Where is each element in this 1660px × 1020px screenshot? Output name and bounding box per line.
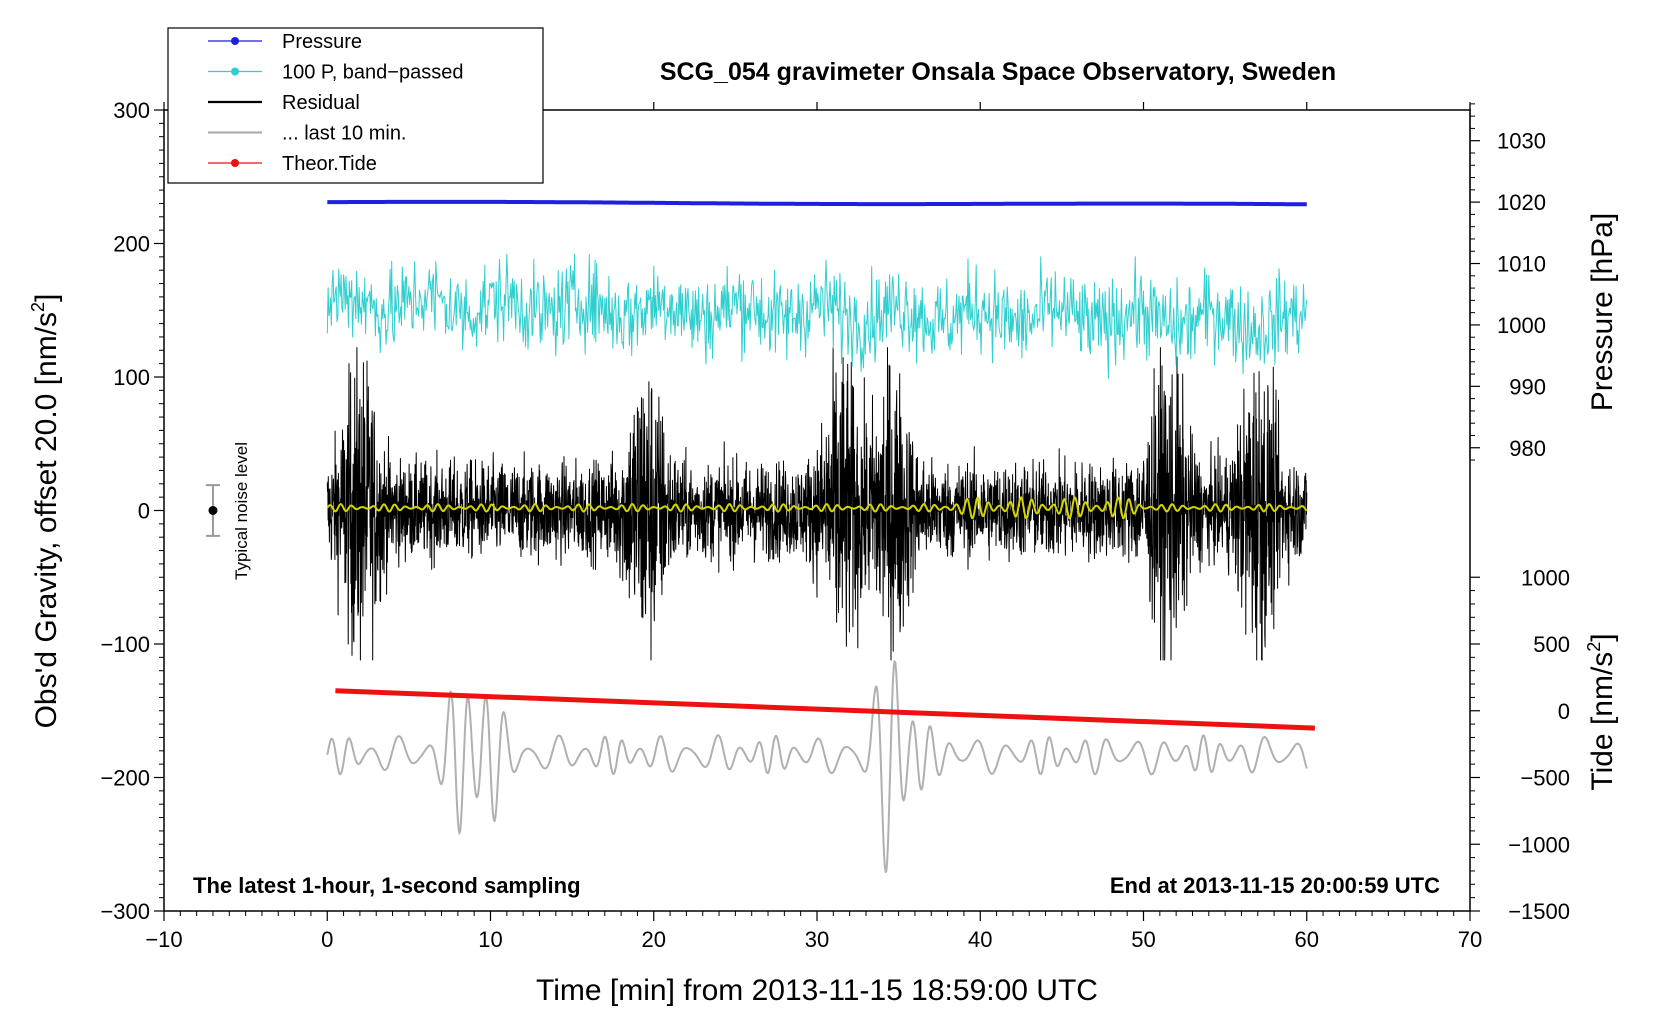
series-pressure [326,199,1308,207]
x-tick-label: 60 [1295,927,1319,952]
tide-tick-label: 500 [1533,632,1570,657]
series-residual-lowpass [326,496,1308,520]
x-tick-label: 40 [968,927,992,952]
y-tick-label: −100 [100,632,150,657]
end-time-note: End at 2013-11-15 20:00:59 UTC [1110,873,1440,898]
pressure-tick-label: 1030 [1497,129,1546,154]
legend-marker [231,37,239,45]
x-axis: −10 0 10 20 30 40 50 60 70 [145,102,1482,952]
x-tick-label: 0 [321,927,333,952]
series-last-10-min [326,660,1308,874]
pressure-axis-title: Pressure [hPa] [1586,213,1619,411]
y-tick-label: 100 [113,365,150,390]
pressure-tick-label: 1000 [1497,313,1546,338]
tide-axis-title: Tide [nm/s2] [1584,633,1619,790]
y-axis-pressure: 980 990 1000 1010 1020 1030 [1469,103,1546,461]
tide-tick-label: 1000 [1521,565,1570,590]
y-tick-label: −200 [100,766,150,791]
series-residual [326,347,1308,661]
y-axis-title: Obs'd Gravity, offset 20.0 [nm/s2] [28,294,63,729]
legend-box [167,27,544,184]
noise-level-label: Typical noise level [232,442,251,580]
pressure-tick-label: 990 [1509,374,1546,399]
legend-label: Pressure [282,31,362,53]
pressure-tick-label: 980 [1509,436,1546,461]
series-theoretical-tide [335,688,1315,731]
y-tick-label: 0 [138,499,150,524]
sampling-note: The latest 1-hour, 1-second sampling [193,873,581,898]
plot-area [163,109,1471,912]
x-tick-label: 50 [1131,927,1155,952]
y-axis-tide: −1500 −1000 −500 0 500 1000 [1470,565,1570,924]
legend-label: ... last 10 min. [282,123,407,145]
y-tick-label: 300 [113,98,150,123]
tide-tick-label: 0 [1558,699,1570,724]
legend-marker [231,67,239,76]
x-tick-label: 70 [1458,927,1482,952]
tide-tick-label: −1000 [1508,832,1570,857]
legend-label: Residual [282,92,360,114]
pressure-tick-label: 1010 [1497,252,1546,277]
chart-title: SCG_054 gravimeter Onsala Space Observat… [660,58,1336,86]
y-axis-gravity: −300 −200 −100 0 100 200 300 [100,98,164,924]
series-band-passed-pressure [326,253,1308,379]
legend-marker [231,159,239,167]
tide-tick-label: −500 [1520,766,1570,791]
legend-label: Theor.Tide [282,153,377,175]
x-tick-label: −10 [145,927,182,952]
noise-level-indicator [205,484,220,537]
y-tick-label: −300 [100,899,150,924]
x-tick-label: 30 [805,927,829,952]
noise-center-dot [208,506,218,515]
x-tick-label: 20 [642,927,666,952]
x-axis-title: Time [min] from 2013-11-15 18:59:00 UTC [536,974,1098,1007]
pressure-tick-label: 1020 [1497,190,1546,215]
tide-tick-label: −1500 [1508,899,1570,924]
series-layer [326,199,1315,874]
legend-label: 100 P, band−passed [282,62,463,84]
legend: Pressure 100 P, band−passed Residual ... la… [167,27,544,184]
y-tick-label: 200 [113,232,150,257]
x-tick-label: 10 [478,927,502,952]
